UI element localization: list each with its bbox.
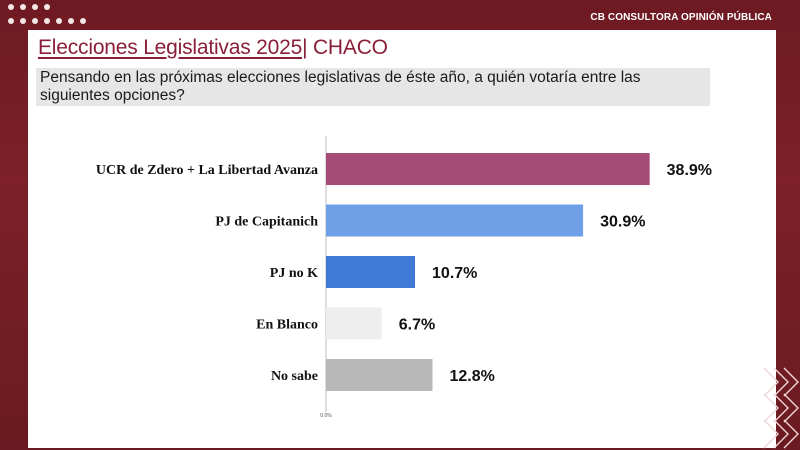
dot-icon xyxy=(8,18,14,24)
chevron-decoration-icon xyxy=(763,367,799,449)
dot-icon xyxy=(32,4,38,10)
dot-icon xyxy=(68,18,74,24)
bar-chart: UCR de Zdero + La Libertad Avanza 38.9% PJ… xyxy=(96,136,712,419)
category-label: No sabe xyxy=(271,369,318,384)
dot-icon xyxy=(44,18,50,24)
category-label: En Blanco xyxy=(256,318,318,333)
category-label: PJ de Capitanich xyxy=(215,215,318,230)
dot-icon xyxy=(32,18,38,24)
data-label: 38.9% xyxy=(667,162,712,179)
dot-icon xyxy=(80,18,86,24)
decorative-dots xyxy=(8,4,98,26)
slide-panel: Elecciones Legislativas 2025| CHACO Pens… xyxy=(28,30,776,448)
dot-icon xyxy=(8,4,14,10)
bar xyxy=(326,307,382,340)
tick-label: 0.0% xyxy=(320,413,332,419)
bar xyxy=(326,204,584,237)
bar xyxy=(326,256,416,288)
slide-title: Elecciones Legislativas 2025| CHACO xyxy=(38,36,388,60)
title-main: Elecciones Legislativas 2025| xyxy=(38,36,308,59)
data-label: 10.7% xyxy=(432,265,477,282)
brand-name: CB CONSULTORA OPINIÓN PÚBLICA xyxy=(590,12,772,23)
dot-icon xyxy=(20,4,26,10)
dot-icon xyxy=(56,18,62,24)
data-label: 30.9% xyxy=(600,214,645,231)
dot-icon xyxy=(44,4,50,10)
category-label: PJ no K xyxy=(270,266,318,281)
survey-question: Pensando en las próximas elecciones legi… xyxy=(36,68,710,106)
category-label: UCR de Zdero + La Libertad Avanza xyxy=(96,163,318,178)
dot-icon xyxy=(20,18,26,24)
data-label: 12.8% xyxy=(449,368,494,385)
bar xyxy=(326,153,650,185)
data-label: 6.7% xyxy=(399,317,435,334)
bar xyxy=(326,359,433,391)
title-region: CHACO xyxy=(307,36,388,59)
